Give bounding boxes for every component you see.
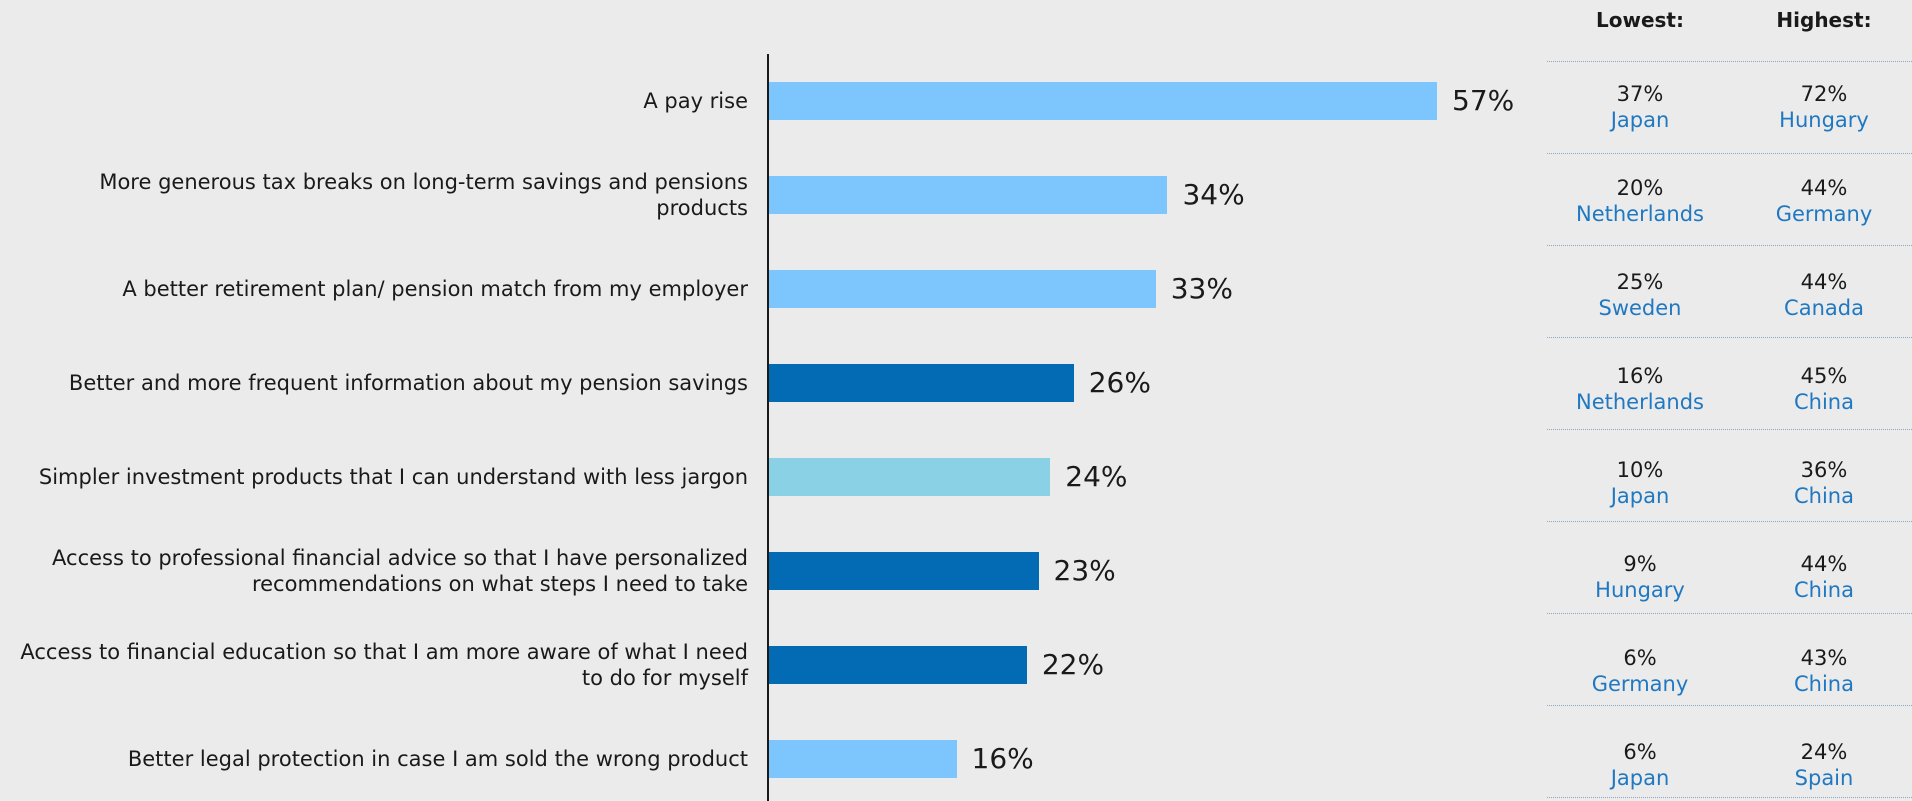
bar-value-label: 34% [1182, 178, 1245, 211]
bar-value-label: 22% [1041, 648, 1105, 681]
low-percent: 37% [1616, 82, 1664, 106]
bar [769, 552, 1039, 590]
low-percent: 16% [1616, 364, 1664, 388]
bar-value-label: 23% [1053, 554, 1116, 587]
row-separator [1547, 153, 1912, 154]
highest-cell: 36% China [1744, 457, 1904, 509]
high-country: Hungary [1779, 108, 1869, 132]
lowest-cell: 6% Germany [1560, 645, 1720, 697]
bar-value-label: 26% [1088, 366, 1151, 399]
row-separator [1547, 705, 1912, 706]
low-percent: 20% [1616, 176, 1664, 200]
lowest-cell: 9% Hungary [1560, 551, 1720, 603]
lowest-cell: 16% Netherlands [1560, 363, 1720, 415]
row-separator [1547, 245, 1912, 246]
highest-cell: 44% China [1744, 551, 1904, 603]
category-label: More generous tax breaks on long-term sa… [99, 170, 748, 220]
row-separator [1547, 797, 1912, 798]
category-label: Simpler investment products that I can u… [38, 465, 748, 489]
category-label: Better and more frequent information abo… [68, 371, 748, 395]
highest-header: Highest: [1776, 8, 1872, 32]
lowest-cell: 37% Japan [1560, 81, 1720, 133]
row-separator [1547, 429, 1912, 430]
high-percent: 72% [1800, 82, 1848, 106]
low-percent: 6% [1623, 740, 1657, 764]
high-percent: 24% [1800, 740, 1848, 764]
highest-cell: 72% Hungary [1744, 81, 1904, 133]
low-country: Japan [1610, 766, 1670, 790]
bar-value-label: 24% [1065, 460, 1128, 493]
lowest-cell: 20% Netherlands [1560, 175, 1720, 227]
lowest-header: Lowest: [1596, 8, 1684, 32]
low-country: Japan [1610, 484, 1670, 508]
category-label: Access to professional financial advice … [52, 546, 748, 596]
lowest-cell: 25% Sweden [1560, 269, 1720, 321]
highest-cell: 44% Canada [1744, 269, 1904, 321]
low-country: Hungary [1595, 578, 1685, 602]
lowest-cell: 6% Japan [1560, 739, 1720, 791]
category-label: A better retirement plan/ pension match … [122, 277, 748, 301]
lowest-cell: 10% Japan [1560, 457, 1720, 509]
high-country: China [1794, 672, 1854, 696]
high-percent: 44% [1800, 176, 1848, 200]
category-label: Access to financial education so that I … [20, 640, 748, 690]
low-percent: 25% [1616, 270, 1664, 294]
low-country: Netherlands [1575, 390, 1704, 414]
highest-cell: 45% China [1744, 363, 1904, 415]
high-country: Germany [1775, 202, 1873, 226]
high-percent: 36% [1800, 458, 1848, 482]
high-country: China [1794, 484, 1854, 508]
high-percent: 45% [1800, 364, 1848, 388]
row-separator [1547, 61, 1912, 62]
bar-value-label: 33% [1170, 272, 1233, 305]
row-separator [1547, 521, 1912, 522]
high-country: China [1794, 390, 1854, 414]
bar-value-label: 16% [971, 742, 1034, 775]
row-separator [1547, 613, 1912, 614]
low-country: Sweden [1598, 296, 1682, 320]
category-axis-line [767, 54, 769, 801]
bar [769, 646, 1027, 684]
highest-cell: 24% Spain [1744, 739, 1904, 791]
low-country: Netherlands [1575, 202, 1704, 226]
bar-value-label: 57% [1452, 84, 1515, 117]
high-percent: 43% [1800, 646, 1848, 670]
low-country: Germany [1591, 672, 1689, 696]
bar [769, 270, 1156, 308]
bar [769, 176, 1168, 214]
low-percent: 10% [1616, 458, 1664, 482]
bar [769, 82, 1437, 120]
category-label: Better legal protection in case I am sol… [127, 747, 748, 771]
low-country: Japan [1610, 108, 1670, 132]
high-percent: 44% [1800, 270, 1848, 294]
row-separator [1547, 337, 1912, 338]
high-country: Canada [1784, 296, 1864, 320]
high-country: China [1794, 578, 1854, 602]
highest-cell: 44% Germany [1744, 175, 1904, 227]
highest-cell: 43% China [1744, 645, 1904, 697]
bar [769, 364, 1074, 402]
high-country: Spain [1794, 766, 1854, 790]
bar [769, 740, 957, 778]
low-percent: 6% [1623, 646, 1657, 670]
bar [769, 458, 1051, 496]
high-percent: 44% [1800, 552, 1848, 576]
category-label: A pay rise [643, 89, 748, 113]
low-percent: 9% [1623, 552, 1657, 576]
